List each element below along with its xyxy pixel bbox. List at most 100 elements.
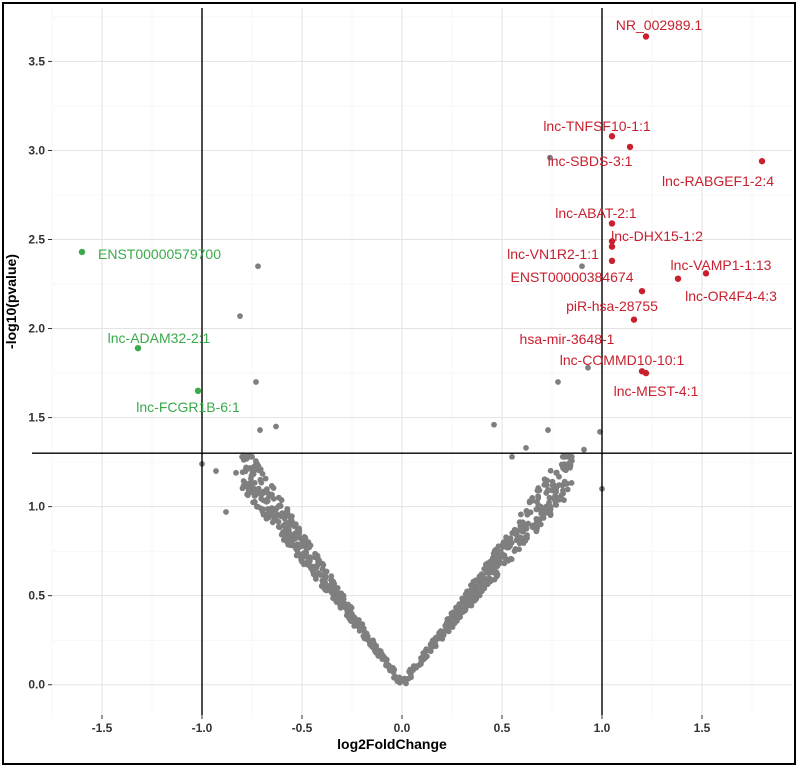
point-ns: [334, 585, 341, 591]
point-ns: [444, 616, 451, 623]
point-ns: [568, 479, 575, 486]
label-down: lnc-ADAM32-2:1: [108, 330, 211, 346]
point-ns: [460, 602, 467, 608]
label-up: lnc-OR4F4-4:3: [685, 288, 777, 304]
point-ns: [508, 556, 515, 563]
point-ns: [241, 453, 248, 460]
point-ns: [312, 573, 319, 580]
x-axis-ticks: -1.5 -1.0 -0.5 0.0 0.5 1.0 1.5: [92, 715, 711, 735]
point-ns: [553, 485, 560, 492]
point-ns: [237, 313, 243, 319]
point-ns: [433, 634, 439, 641]
point-ns: [295, 530, 301, 537]
point-ns: [579, 263, 585, 270]
label-up: NR_002989.1: [616, 17, 703, 33]
label-up: lnc-TNFSF10-1:1: [543, 118, 651, 134]
point-ns: [555, 379, 561, 385]
point-ns: [300, 541, 307, 547]
y-axis-ticks: 0.0 0.5 1.0 1.5 2.0 2.5 3.0 3.5: [28, 54, 52, 692]
point-ns: [517, 511, 524, 518]
point-ns: [307, 542, 314, 549]
point-ns: [370, 637, 376, 644]
point-up: [702, 270, 710, 277]
point-ns: [284, 509, 290, 516]
point-ns: [541, 481, 548, 488]
point-ns: [470, 586, 477, 593]
point-ns: [465, 598, 472, 604]
point-up: [758, 157, 766, 165]
point-ns: [253, 379, 259, 385]
point-ns: [362, 633, 369, 640]
point-ns: [404, 675, 411, 682]
point-up: [608, 133, 616, 140]
point-ns: [277, 503, 284, 509]
point-ns: [247, 481, 254, 487]
point-ns: [319, 577, 326, 584]
point-down: [78, 248, 86, 256]
point-ns: [275, 518, 282, 525]
y-tick-label: 1.0: [28, 500, 45, 514]
point-ns: [558, 461, 565, 468]
point-ns: [338, 595, 345, 602]
point-ns: [564, 486, 571, 493]
point-ns: [284, 539, 291, 546]
point-ns: [242, 480, 249, 487]
point-ns: [252, 462, 259, 469]
point-ns: [286, 519, 293, 525]
point-ns: [269, 519, 276, 526]
point-ns: [495, 543, 502, 550]
point-down: [134, 344, 142, 352]
point-ns: [311, 564, 317, 571]
point-ns: [546, 494, 553, 501]
point-ns: [427, 642, 434, 648]
point-ns: [284, 534, 291, 541]
point-ns: [403, 680, 409, 687]
point-ns: [546, 502, 553, 509]
point-ns: [503, 556, 509, 562]
y-tick-label: 3.0: [28, 143, 45, 157]
point-ns: [249, 453, 255, 460]
label-down: ENST00000579700: [98, 246, 221, 262]
point-ns: [302, 534, 309, 541]
point-ns: [492, 558, 499, 565]
point-ns: [257, 476, 264, 483]
point-ns: [279, 510, 286, 517]
point-ns: [536, 516, 542, 522]
point-ns: [432, 642, 439, 649]
point-up: [608, 238, 616, 245]
point-ns: [341, 604, 348, 611]
point-ns: [278, 531, 285, 538]
point-ns: [559, 453, 566, 460]
label-up: lnc-DHX15-1:2: [611, 228, 703, 244]
point-ns: [303, 549, 310, 556]
x-tick-label: -1.0: [192, 721, 213, 735]
point-ns: [239, 485, 246, 492]
point-ns: [360, 625, 366, 632]
point-ns: [337, 602, 344, 609]
point-ns: [514, 537, 521, 544]
point-ns: [547, 154, 553, 161]
y-tick-label: 3.5: [28, 54, 45, 68]
point-ns: [298, 556, 305, 563]
x-tick-label: 1.5: [694, 721, 711, 735]
point-ns: [478, 571, 485, 578]
point-ns: [581, 446, 587, 453]
point-ns: [243, 464, 249, 471]
point-ns: [397, 678, 404, 685]
point-ns: [533, 527, 540, 534]
point-ns: [544, 477, 551, 484]
point-ns: [473, 577, 479, 584]
y-tick-label: 2.0: [28, 322, 45, 336]
point-down: [194, 387, 202, 395]
point-ns: [553, 469, 560, 476]
point-ns: [262, 475, 269, 482]
point-ns: [278, 497, 285, 503]
label-up: lnc-SBDS-3:1: [548, 153, 633, 169]
threshold-lines: [32, 8, 792, 715]
label-down: lnc-FCGR1B-6:1: [136, 399, 240, 415]
point-ns: [420, 654, 427, 661]
point-ns: [326, 585, 333, 592]
point-ns: [478, 588, 485, 595]
point-ns: [448, 623, 455, 629]
